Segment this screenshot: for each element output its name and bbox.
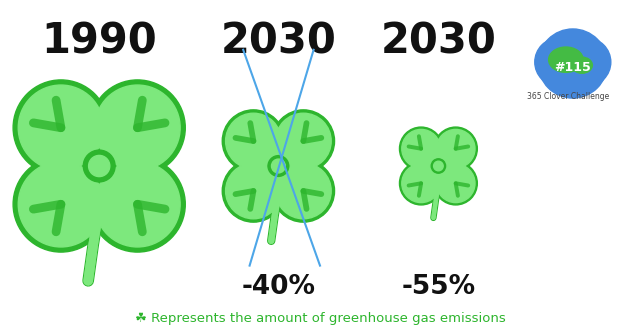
Text: ☘ Represents the amount of greenhouse gas emissions: ☘ Represents the amount of greenhouse ga…	[134, 312, 506, 325]
Ellipse shape	[402, 129, 440, 168]
Ellipse shape	[222, 160, 285, 222]
Ellipse shape	[13, 80, 109, 176]
Ellipse shape	[434, 161, 443, 171]
Ellipse shape	[19, 162, 104, 247]
Ellipse shape	[434, 127, 477, 170]
Ellipse shape	[271, 159, 285, 173]
Ellipse shape	[88, 155, 110, 177]
Text: -55%: -55%	[401, 274, 476, 300]
Ellipse shape	[535, 38, 583, 86]
Text: -40%: -40%	[241, 274, 316, 300]
Text: 2030: 2030	[380, 21, 497, 62]
Ellipse shape	[563, 38, 611, 86]
Text: 2030: 2030	[220, 21, 337, 62]
Ellipse shape	[90, 156, 186, 252]
Ellipse shape	[436, 129, 475, 168]
Ellipse shape	[276, 163, 332, 219]
Text: 1990: 1990	[42, 21, 157, 62]
Polygon shape	[537, 63, 609, 86]
Ellipse shape	[95, 85, 180, 170]
Ellipse shape	[436, 164, 475, 203]
Ellipse shape	[226, 163, 282, 219]
Ellipse shape	[572, 57, 593, 73]
Ellipse shape	[402, 164, 440, 203]
Ellipse shape	[399, 162, 443, 205]
Ellipse shape	[399, 127, 443, 170]
Ellipse shape	[538, 29, 607, 98]
Ellipse shape	[226, 113, 282, 169]
Ellipse shape	[13, 156, 109, 252]
Ellipse shape	[276, 113, 332, 169]
Ellipse shape	[548, 47, 583, 72]
Ellipse shape	[434, 162, 477, 205]
Ellipse shape	[272, 110, 335, 172]
Ellipse shape	[83, 150, 115, 182]
Ellipse shape	[95, 162, 180, 247]
Ellipse shape	[268, 156, 289, 176]
Ellipse shape	[272, 160, 335, 222]
Text: #115: #115	[554, 61, 591, 74]
Ellipse shape	[431, 159, 445, 173]
Text: 365 Clover Challenge: 365 Clover Challenge	[527, 92, 609, 101]
Ellipse shape	[19, 85, 104, 170]
Ellipse shape	[222, 110, 285, 172]
Ellipse shape	[90, 80, 186, 176]
